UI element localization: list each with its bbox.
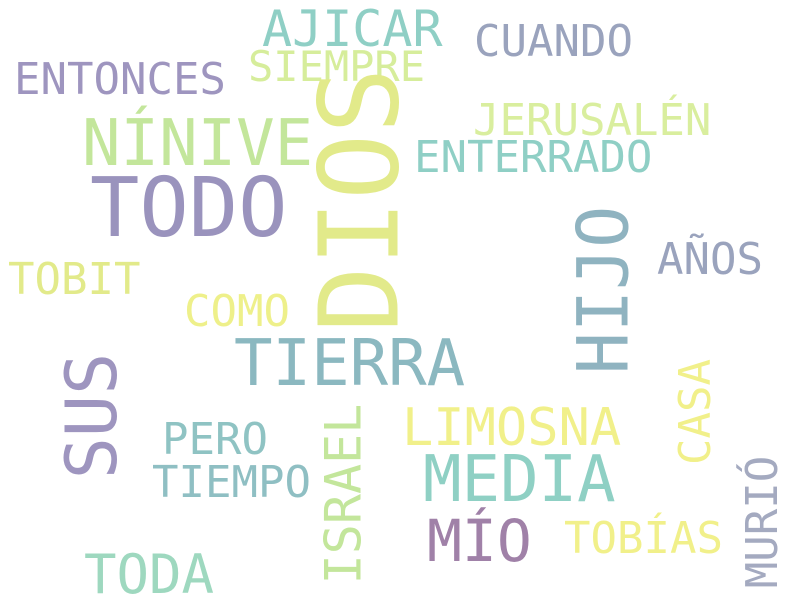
word-tiempo: TIEMPO xyxy=(152,457,311,508)
word-cuando: CUANDO xyxy=(474,16,633,67)
word-media: MEDIA xyxy=(423,443,616,517)
word-todo: TODO xyxy=(90,161,288,256)
word-tobit: TOBIT xyxy=(8,254,141,305)
word-limosna: LIMOSNA xyxy=(402,398,622,458)
word-siempre: SIEMPRE xyxy=(248,42,426,91)
word-israel: ISRAEL xyxy=(314,403,373,585)
word-hijo: HIJO xyxy=(562,205,645,375)
word-pero: PERO xyxy=(162,414,268,465)
word-anos: AÑOS xyxy=(657,234,763,285)
word-tierra: TIERRA xyxy=(234,327,466,401)
word-enterrado: ENTERRADO xyxy=(414,132,653,183)
word-como: COMO xyxy=(184,286,290,337)
word-jerusalen: JERUSALÉN xyxy=(473,95,712,146)
word-dios: DIOS xyxy=(295,67,424,333)
word-casa: CASA xyxy=(669,359,721,465)
word-tobias: TOBÍAS xyxy=(564,513,723,564)
word-ajicar: AJICAR xyxy=(262,0,443,58)
word-toda: TODA xyxy=(84,543,215,600)
word-sus: SUS xyxy=(51,352,134,480)
word-mio: MÍO xyxy=(427,507,532,575)
word-entonces: ENTONCES xyxy=(14,54,226,105)
word-ninive: NÍNIVE xyxy=(82,107,314,181)
word-murio: MURIÓ xyxy=(737,455,789,589)
